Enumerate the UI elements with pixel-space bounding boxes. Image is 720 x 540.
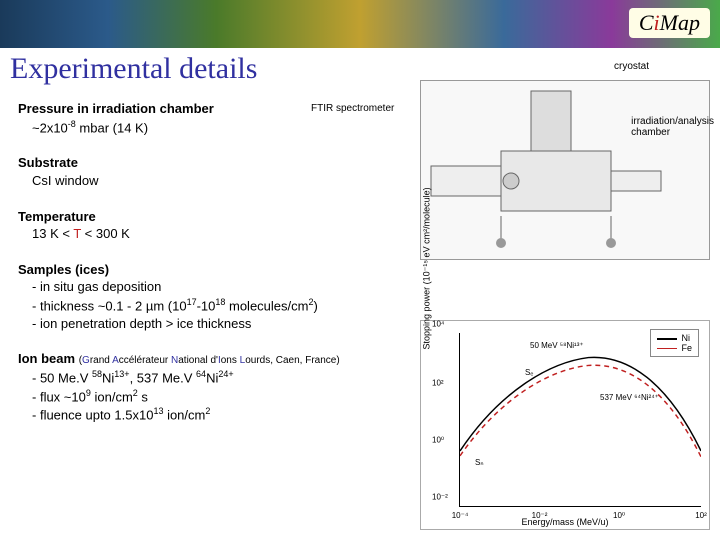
xt2: 10⁰ [613, 511, 625, 520]
logo-prefix: C [639, 10, 654, 35]
ionbeam-b1: - 50 Me.V 58Ni13+, 537 Me.V 64Ni24+ [32, 368, 340, 387]
ibnat: ational d' [178, 355, 218, 366]
temperature-block: Temperature 13 K < T < 300 K [18, 208, 340, 243]
ib1a: 58 [92, 369, 102, 379]
ibnon: ons [221, 355, 240, 366]
yt1: 10⁰ [432, 435, 444, 444]
xt1: 10⁻² [532, 511, 548, 520]
yt0: 10⁻² [432, 493, 448, 502]
ionbeam-heading: Ion beam [18, 351, 75, 366]
header-banner: CiMap [0, 0, 720, 48]
s2pc: molecules/cm [225, 298, 308, 313]
s2po: (10 [164, 298, 186, 313]
curve-fe [460, 365, 701, 457]
apparatus-diagram: cryostat FTIR spectrometer irradiation/a… [420, 80, 710, 260]
ibnou: ourds, Caen, France) [245, 355, 340, 366]
yt2: 10² [432, 378, 444, 387]
samples-b3-text: ion penetration depth > ice thickness [40, 316, 251, 331]
ann-se: Sₑ [525, 368, 533, 377]
xt3: 10² [695, 511, 707, 520]
ionbeam-b3: - fluence upto 1.5x1013 ion/cm2 [32, 405, 340, 424]
ib3e: 13 [153, 406, 163, 416]
pressure-heading: Pressure in irradiation chamber [18, 100, 340, 118]
yt3: 10⁴ [432, 320, 444, 329]
chart-ylabel: Stopping power (10⁻¹⁵ eV cm²/molecule) [422, 187, 433, 349]
ionbeam-note: (Grand Accélérateur National d'Ions Lour… [79, 355, 340, 366]
ib1e: Ni [102, 370, 114, 385]
ib1e2: Ni [206, 370, 218, 385]
ionbeam-b2: - flux ~109 ion/cm2 s [32, 387, 340, 406]
ib3m: ion/cm [163, 408, 205, 423]
content: Pressure in irradiation chamber ~2x10-8 … [18, 100, 340, 442]
pressure-suf: mbar (14 K) [76, 120, 148, 135]
slide-title: Experimental details [10, 52, 257, 86]
s2e2: 18 [215, 297, 225, 307]
chart-plot-area: Sₑ Sₙ 50 MeV ⁵⁸Ni¹³⁺ 537 MeV ⁶⁴Ni²⁴⁺ 10⁻… [459, 333, 701, 507]
ionbeam-block: Ion beam (Grand Accélérateur National d'… [18, 350, 340, 424]
apparatus-svg [421, 81, 711, 261]
substrate-block: Substrate CsI window [18, 154, 340, 189]
chart-curves [460, 333, 701, 506]
s2e1: 17 [187, 297, 197, 307]
temp-pre: 13 K < [32, 226, 73, 241]
s2u: µm [146, 298, 164, 313]
ib2m: ion/cm [91, 389, 133, 404]
logo: CiMap [629, 8, 710, 38]
label-ftir: FTIR spectrometer [311, 103, 394, 114]
pressure-exp: -8 [68, 119, 76, 129]
ibna: A [112, 355, 119, 366]
pressure-block: Pressure in irradiation chamber ~2x10-8 … [18, 100, 340, 136]
pressure-pre: ~2x10 [32, 120, 68, 135]
ibnr: rand [90, 355, 112, 366]
xt0: 10⁻⁴ [452, 511, 469, 520]
ib1c: 13+ [114, 369, 129, 379]
ibncc: ccélérateur [119, 355, 171, 366]
ib2end: s [138, 389, 148, 404]
temp-suf: < 300 K [81, 226, 130, 241]
ib2p: flux ~10 [40, 389, 86, 404]
s2a: thickness ~0.1 - 2 [40, 298, 146, 313]
substrate-heading: Substrate [18, 154, 340, 172]
ann2: 537 MeV ⁶⁴Ni²⁴⁺ [600, 393, 659, 402]
label-chamber: irradiation/analysis chamber [631, 116, 714, 138]
s2end: ) [313, 298, 317, 313]
label-cryostat: cryostat [614, 61, 649, 72]
ib1s: , 537 Me.V [130, 370, 196, 385]
substrate-value: CsI window [32, 172, 340, 190]
stopping-power-chart: Stopping power (10⁻¹⁵ eV cm²/molecule) E… [420, 320, 710, 530]
curve-ni [460, 357, 701, 451]
samples-b1-text: in situ gas deposition [40, 279, 161, 294]
ibng: G [82, 355, 90, 366]
ann1: 50 MeV ⁵⁸Ni¹³⁺ [530, 341, 584, 350]
samples-b1: - in situ gas deposition [32, 278, 340, 296]
ib1p: 50 Me.V [40, 370, 92, 385]
temperature-value: 13 K < T < 300 K [32, 225, 340, 243]
samples-b2: - thickness ~0.1 - 2 µm (1017-1018 molec… [32, 296, 340, 315]
ionbeam-heading-line: Ion beam (Grand Accélérateur National d'… [18, 350, 340, 368]
samples-block: Samples (ices) - in situ gas deposition … [18, 261, 340, 333]
samples-heading: Samples (ices) [18, 261, 340, 279]
pressure-value: ~2x10-8 mbar (14 K) [32, 118, 340, 137]
s2d: -10 [197, 298, 216, 313]
ann-sn: Sₙ [475, 458, 484, 467]
ib3p: fluence upto 1.5x10 [40, 408, 153, 423]
temp-t: T [73, 226, 81, 241]
ib1a2: 64 [196, 369, 206, 379]
ib1c2: 24+ [218, 369, 233, 379]
ib3e2: 2 [205, 406, 210, 416]
temperature-heading: Temperature [18, 208, 340, 226]
logo-suffix: Map [660, 10, 700, 35]
samples-b3: - ion penetration depth > ice thickness [32, 315, 340, 333]
